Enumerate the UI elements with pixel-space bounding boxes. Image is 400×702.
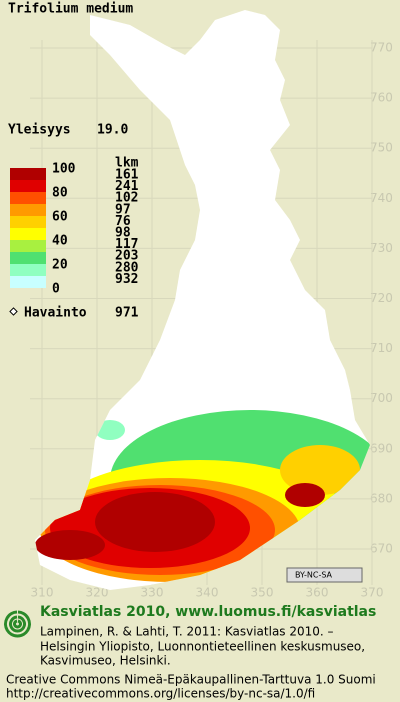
- citation-line: Lampinen, R. & Lahti, T. 2011: Kasviatla…: [40, 625, 334, 639]
- legend-swatch: [10, 240, 46, 252]
- legend-count: 161: [115, 168, 139, 183]
- citation-line: Kasvimuseo, Helsinki.: [40, 654, 171, 668]
- grid-label: 740: [370, 191, 393, 205]
- legend-swatch: [10, 252, 46, 264]
- grid-label: 330: [141, 586, 164, 600]
- legend-swatch: [10, 180, 46, 192]
- legend-swatch: [10, 192, 46, 204]
- legend-class-label: 60: [52, 210, 68, 225]
- frequency-label: Yleisyys: [8, 123, 71, 138]
- observation-label: Havainto: [24, 306, 87, 321]
- grid-label: 320: [86, 586, 109, 600]
- grid-label: 770: [370, 41, 393, 55]
- grid-label: 730: [370, 241, 393, 255]
- license-badge-text: BY-NC-SA: [295, 571, 333, 580]
- legend-swatch: [10, 228, 46, 240]
- logo: [4, 610, 31, 638]
- legend-count: 97: [115, 202, 131, 217]
- grid-label: 750: [370, 141, 393, 155]
- legend-count: 76: [115, 214, 131, 229]
- species-title: Trifolium medium: [8, 2, 133, 17]
- grid-label: 310: [31, 586, 54, 600]
- grid-label: 700: [370, 391, 393, 405]
- legend-count: 98: [115, 226, 131, 241]
- footer-headline: Kasviatlas 2010, www.luomus.fi/kasviatla…: [40, 604, 376, 620]
- citation-line: Helsingin Yliopisto, Luonnontieteellinen…: [40, 640, 365, 654]
- grid-label: 690: [370, 441, 393, 455]
- legend-swatch: [10, 264, 46, 276]
- legend-swatch: [10, 168, 46, 180]
- license-line: Creative Commons Nimeä-Epäkaupallinen-Ta…: [6, 673, 376, 687]
- legend-class-label: 40: [52, 234, 68, 249]
- legend-class-label: 20: [52, 258, 68, 273]
- legend-count: 932: [115, 272, 138, 287]
- legend-count: 203: [115, 249, 138, 264]
- legend-swatch: [10, 276, 46, 288]
- grid-label: 760: [370, 91, 393, 105]
- grid-label: 710: [370, 341, 393, 355]
- legend-swatch: [10, 216, 46, 228]
- legend-class-label: 0: [52, 282, 60, 297]
- legend-count: 117: [115, 237, 138, 252]
- legend-class-label: 80: [52, 186, 68, 201]
- legend-class-label: 100: [52, 162, 76, 177]
- grid-label: 670: [370, 542, 393, 556]
- license-badge: [286, 567, 363, 583]
- grid-label: 340: [196, 586, 219, 600]
- license-line: http://creativecommons.org/licenses/by-n…: [6, 687, 315, 701]
- grid-label: 360: [306, 586, 329, 600]
- grid-label: 350: [251, 586, 274, 600]
- observation-symbol: [9, 307, 18, 316]
- grid-label: 680: [370, 491, 393, 505]
- count-header: lkm: [115, 156, 139, 171]
- frequency-value: 19.0: [97, 123, 128, 138]
- legend-count: 102: [115, 191, 138, 206]
- legend-count: 241: [115, 179, 139, 194]
- grid-label: 370: [361, 586, 384, 600]
- legend-count: 280: [115, 260, 139, 275]
- legend-swatch: [10, 204, 46, 216]
- grid-label: 720: [370, 291, 393, 305]
- observation-count: 971: [115, 306, 139, 321]
